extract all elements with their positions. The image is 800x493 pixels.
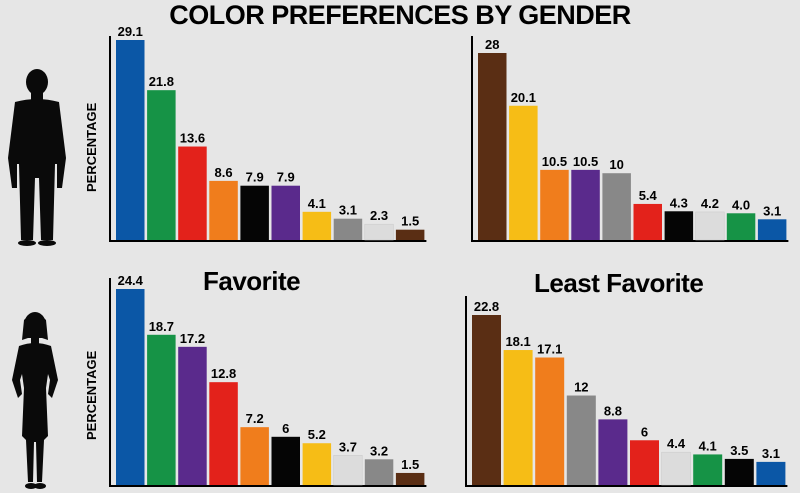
bar-value-label: 18.7 <box>149 319 174 334</box>
bar-value-label: 10.5 <box>573 154 598 169</box>
bar <box>147 90 176 241</box>
chart-panel-men-favorite: 29.1 21.8 13.6 8.6 7.9 7.9 4.1 3.1 2.3 1.5 <box>109 24 427 242</box>
bar <box>302 211 332 240</box>
bar <box>503 350 533 485</box>
bar-value-label: 12.8 <box>211 366 236 381</box>
bar-value-label: 3.1 <box>763 203 781 218</box>
least-favorite-subtitle: Least Favorite <box>534 268 704 298</box>
bar <box>178 146 207 240</box>
bar-value-label: 3.2 <box>370 443 388 458</box>
bar-value-label: 4.0 <box>732 197 750 212</box>
bar-value-label: 7.9 <box>277 170 295 185</box>
bar <box>472 315 501 485</box>
favorite-subtitle: Favorite <box>203 266 301 296</box>
bar-value-label: 21.8 <box>149 74 174 89</box>
bar-value-label: 28 <box>485 37 499 52</box>
bar-value-label: 17.2 <box>180 331 205 346</box>
bar <box>271 436 300 485</box>
bar-value-label: 5.2 <box>308 427 326 442</box>
bar-value-label: 3.7 <box>339 439 357 454</box>
chart-panel-women-favorite: 24.4 18.7 17.2 12.8 7.2 6 5.2 3.7 3.2 1.5 <box>109 273 427 487</box>
bar <box>535 357 565 485</box>
bar <box>209 382 238 485</box>
bar-value-label: 4.1 <box>308 196 326 211</box>
bar <box>271 185 300 240</box>
bar <box>756 461 786 485</box>
bar <box>116 40 145 240</box>
bar <box>661 451 691 486</box>
bar <box>695 211 725 241</box>
bar <box>602 173 631 240</box>
bar-value-label: 29.1 <box>118 24 143 39</box>
bar-value-label: 7.9 <box>246 170 264 185</box>
bar-value-label: 6 <box>282 421 289 436</box>
bar <box>724 458 754 485</box>
bar-value-label: 13.6 <box>180 131 205 146</box>
bar-value-label: 4.2 <box>701 196 719 211</box>
bar-value-label: 20.1 <box>511 90 536 105</box>
man-silhouette-icon <box>8 69 66 246</box>
bar <box>178 346 207 485</box>
bar-value-label: 12 <box>574 380 588 395</box>
bar <box>571 169 600 240</box>
chart-title: COLOR PREFERENCES BY GENDER <box>169 0 631 30</box>
bar-value-label: 1.5 <box>401 457 419 472</box>
bar-value-label: 1.5 <box>401 214 419 229</box>
bar <box>395 229 425 240</box>
bar <box>598 419 628 485</box>
bar <box>566 395 596 485</box>
bar <box>726 213 756 240</box>
bar-value-label: 2.3 <box>370 208 388 223</box>
bar-value-label: 18.1 <box>505 334 530 349</box>
chart-panel-women-least_favorite: 22.8 18.1 17.1 12 8.8 6 4.4 4.1 3.5 3.1 <box>465 296 788 487</box>
bar-value-label: 10.5 <box>542 154 567 169</box>
bar <box>509 105 538 240</box>
bar <box>333 455 363 486</box>
bar-value-label: 8.8 <box>604 403 622 418</box>
bar <box>757 219 787 240</box>
bar <box>693 454 723 485</box>
bar-value-label: 4.1 <box>699 438 717 453</box>
bar <box>302 443 332 485</box>
bar <box>364 223 394 241</box>
bar <box>633 203 662 240</box>
bar-value-label: 7.2 <box>246 411 264 426</box>
bar <box>209 180 238 240</box>
bar <box>240 185 269 240</box>
bar <box>540 169 569 240</box>
bar-value-label: 17.1 <box>537 342 562 357</box>
bar-value-label: 8.6 <box>215 165 233 180</box>
bar-value-label: 22.8 <box>474 299 499 314</box>
chart-panel-men-least_favorite: 28 20.1 10.5 10.5 10 5.4 4.3 4.2 4.0 3.1 <box>471 36 789 242</box>
bar-value-label: 4.3 <box>670 195 688 210</box>
bar-value-label: 24.4 <box>118 273 144 288</box>
bar-value-label: 3.1 <box>762 446 780 461</box>
bar <box>664 211 694 240</box>
bar <box>116 289 145 485</box>
bar <box>395 472 425 485</box>
bar-value-label: 6 <box>641 424 648 439</box>
bar <box>478 53 507 240</box>
bar <box>364 459 394 485</box>
bar-value-label: 4.4 <box>667 436 686 451</box>
woman-silhouette-icon <box>12 312 58 489</box>
bar-value-label: 3.1 <box>339 203 357 218</box>
bar <box>333 218 363 240</box>
bar-value-label: 3.5 <box>730 443 748 458</box>
bar <box>147 334 176 485</box>
bar-value-label: 5.4 <box>639 188 658 203</box>
bar <box>630 440 659 485</box>
bar-value-label: 10 <box>609 157 623 172</box>
bar <box>240 427 269 485</box>
